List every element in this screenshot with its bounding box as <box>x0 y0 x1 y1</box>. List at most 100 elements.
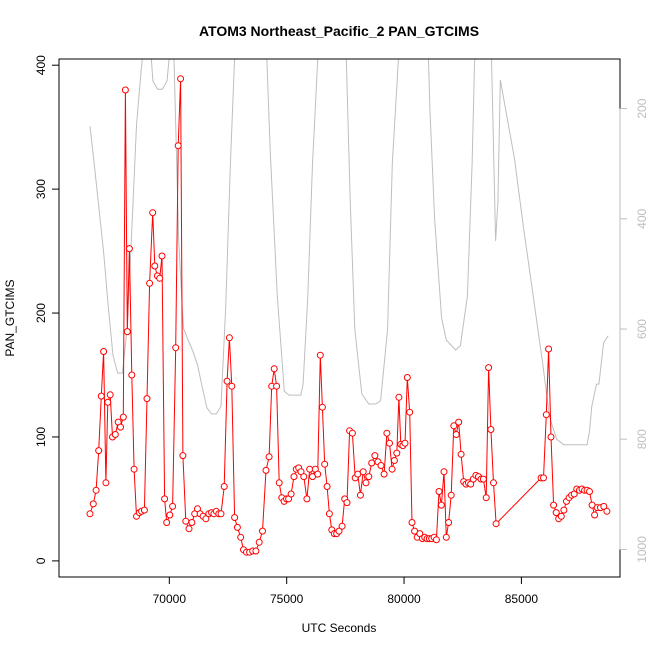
pan-point <box>86 510 94 518</box>
pan-point <box>231 514 239 521</box>
pan-point <box>457 450 465 458</box>
chart-title: ATOM3 Northeast_Pacific_2 PAN_GTCIMS <box>199 23 479 39</box>
pan-point <box>223 377 231 385</box>
pan-point <box>377 462 385 469</box>
right-tick-label: 600 <box>635 319 649 339</box>
pan-point <box>365 473 373 481</box>
pan-point <box>158 252 166 260</box>
pan-point <box>128 371 136 379</box>
pan-point <box>437 501 445 509</box>
pan-point <box>368 459 376 467</box>
pan-point <box>591 511 599 519</box>
pan-point <box>202 515 210 523</box>
pan-point <box>237 533 245 541</box>
pan-point <box>445 519 453 526</box>
pan-point <box>557 512 565 520</box>
pan-point <box>401 439 409 447</box>
y-tick-label: 300 <box>34 179 48 199</box>
x-tick-label: 70000 <box>153 592 187 606</box>
pan-point <box>140 506 148 514</box>
pan-point <box>228 382 236 390</box>
pan-point <box>95 447 103 455</box>
pan-point <box>100 348 108 355</box>
pan-point <box>542 411 550 419</box>
right-tick-label: 800 <box>635 429 649 449</box>
pan-point <box>321 460 329 468</box>
pan-point <box>119 413 127 421</box>
y-axis-label: PAN_GTCIMS <box>3 279 17 356</box>
pan-point <box>403 374 411 381</box>
pan-point <box>104 398 112 406</box>
pan-point <box>89 500 97 508</box>
pan-point <box>169 502 177 510</box>
x-tick-label: 75000 <box>270 592 304 606</box>
pan-point <box>151 262 159 270</box>
pan-point <box>143 395 151 403</box>
pan-point <box>490 479 497 487</box>
pan-point <box>560 506 568 514</box>
pan-point <box>435 488 443 495</box>
pan-point <box>316 351 324 359</box>
pan-point <box>111 431 119 438</box>
pan-point <box>146 279 154 287</box>
pan-point <box>362 479 370 487</box>
pan-point <box>185 525 193 533</box>
pan-point <box>163 519 171 526</box>
pan-point <box>386 439 393 447</box>
pan-point <box>149 209 157 217</box>
pan-point <box>343 499 351 507</box>
pan-point <box>259 527 266 535</box>
x-axis: 70000 75000 80000 85000 <box>153 576 539 606</box>
pan-point <box>262 466 270 474</box>
x-tick-label: 85000 <box>505 592 539 606</box>
pan-point <box>300 473 308 481</box>
pan-point <box>550 501 558 509</box>
y-tick-label: 0 <box>34 557 48 564</box>
pan-point <box>303 495 311 503</box>
pan-point <box>603 507 611 515</box>
pan-point <box>390 457 398 464</box>
pan-point <box>338 522 346 530</box>
pan-point <box>348 429 356 437</box>
pan-point <box>182 517 190 525</box>
pan-point <box>380 470 388 478</box>
pan-point <box>482 494 490 502</box>
pan-point <box>102 479 110 487</box>
y-axis: 0 100 200 300 400 <box>34 55 60 564</box>
pan-point <box>600 502 608 510</box>
pan-point <box>325 510 333 518</box>
pan-point <box>255 538 263 546</box>
pan-point <box>388 465 396 473</box>
x-axis-label: UTC Seconds <box>302 621 377 635</box>
pan-point <box>395 393 403 401</box>
pan-point <box>323 483 331 490</box>
pan-point <box>130 465 138 473</box>
pan-point <box>123 328 131 336</box>
y-tick-label: 100 <box>34 427 48 447</box>
pan-point <box>179 452 187 460</box>
pan-point <box>252 547 260 555</box>
altitude-line <box>89 59 609 446</box>
pan-point <box>485 364 493 372</box>
right-tick-label: 400 <box>635 208 649 228</box>
pan-point <box>117 423 124 431</box>
pan-point <box>356 491 364 499</box>
pan-point <box>174 142 182 150</box>
pan-point <box>314 470 322 478</box>
right-axis: 200 400 600 800 1000 <box>619 98 649 563</box>
pan-point <box>92 486 100 494</box>
pan-point <box>540 474 547 482</box>
pan-point <box>487 426 495 433</box>
pan-point <box>125 245 133 253</box>
pan-point <box>479 475 487 483</box>
pan-point <box>177 75 185 83</box>
pan-point <box>442 533 450 541</box>
pan-point <box>290 473 298 481</box>
pan-point <box>455 418 463 426</box>
pan-point <box>273 382 281 390</box>
pan-point <box>287 490 295 498</box>
pan-point <box>188 519 196 526</box>
pan-point <box>359 468 367 476</box>
pan-point <box>408 519 416 526</box>
